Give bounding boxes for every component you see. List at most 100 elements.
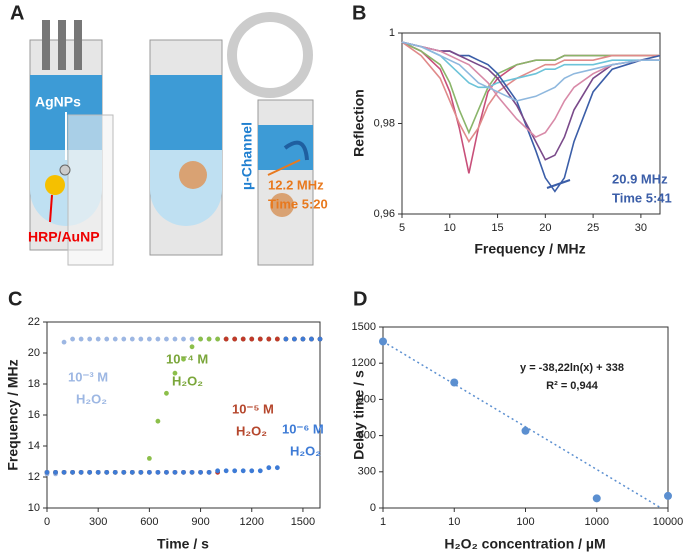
y-tick-label: 12 (28, 471, 40, 483)
data-point (61, 469, 67, 475)
x-tick-label: 10 (448, 516, 460, 528)
x-tick-label: 30 (635, 222, 647, 234)
data-point (155, 469, 161, 475)
data-point (189, 344, 195, 350)
data-point (172, 336, 178, 342)
data-point (155, 418, 161, 424)
data-point (70, 469, 75, 475)
label: HRP/AuNP (28, 229, 100, 245)
y-tick-label: 900 (358, 393, 376, 405)
data-point (317, 336, 323, 342)
data-point (206, 469, 212, 475)
data-point (257, 336, 263, 342)
data-point (164, 390, 169, 396)
annotation: 20.9 MHz (612, 171, 668, 186)
plot-frame (46, 321, 321, 509)
electrode (74, 20, 82, 70)
y-tick-label: 14 (28, 440, 40, 452)
data-point (206, 336, 212, 342)
y-tick-label: 10 (28, 502, 40, 514)
x-tick-label: 1200 (240, 516, 264, 528)
annotation: 10⁻⁴ M (166, 351, 208, 366)
annotation: Time 5:20 (268, 196, 328, 211)
x-tick-label: 10 (444, 222, 456, 234)
agnp (59, 164, 71, 176)
annotation: y = -38,22ln(x) + 338 (520, 362, 624, 374)
data-point (87, 469, 93, 475)
data-point (189, 469, 195, 475)
data-point (172, 469, 178, 475)
data-point (223, 336, 229, 342)
electrode-pad (270, 193, 294, 217)
data-point (198, 336, 203, 342)
data-point (181, 356, 186, 362)
x-tick-label: 300 (89, 516, 107, 528)
y-tick-label: 16 (28, 409, 40, 421)
x-tick-label: 100 (516, 516, 534, 528)
y-tick-label: 0,98 (374, 117, 395, 129)
data-point (181, 469, 186, 475)
data-point (309, 336, 314, 342)
data-point (155, 336, 161, 342)
electrode (42, 20, 50, 70)
annotation: R² = 0,944 (546, 380, 599, 392)
panel-letter: A (10, 2, 24, 24)
data-line (401, 41, 660, 102)
data-point (121, 336, 127, 342)
data-point (181, 336, 186, 342)
panel-a: A AgNPs HRP/AuNP µ-Channel (10, 2, 314, 266)
x-axis-title: Time / s (157, 536, 209, 552)
aunp (45, 175, 65, 195)
data-point (232, 468, 238, 474)
data-point (129, 469, 135, 475)
chart: B Frequency / MHz Reflection 5 10 15 20 25 30 0,9… (268, 2, 672, 256)
y-axis-title: Delay time / s (351, 370, 367, 460)
label: µ-Channel (239, 122, 255, 190)
data-point (78, 336, 84, 342)
data-line (401, 41, 660, 139)
y-tick-label: 18 (28, 378, 40, 390)
y-axis-title: Reflection (351, 89, 367, 157)
annotation: H₂O₂ (172, 373, 203, 388)
data-point (232, 336, 238, 342)
data-line (401, 41, 660, 161)
data-point (266, 336, 272, 342)
data-point (95, 469, 101, 475)
x-tick-label: 1000 (585, 516, 609, 528)
x-tick-label: 25 (587, 222, 599, 234)
annotation: 10⁻³ M (68, 369, 108, 384)
data-point (121, 469, 127, 475)
data-point (138, 469, 144, 475)
y-tick-label: 20 (28, 347, 40, 359)
x-tick-label: 600 (140, 516, 158, 528)
data-point (104, 469, 110, 475)
annotation: 10⁻⁶ M (282, 421, 324, 436)
channel-area (150, 150, 222, 226)
data-point (215, 468, 221, 474)
annotation: Time 5:41 (612, 190, 672, 205)
data-point (146, 469, 152, 475)
data-point (138, 336, 144, 342)
data-point (266, 465, 272, 471)
chart: C Time / s Frequency / MHz 0 300 600 900 1200 15… (5, 288, 324, 551)
data-point (61, 339, 67, 345)
data-point (292, 336, 297, 342)
y-tick-label: 600 (358, 430, 376, 442)
annotation: H₂O₂ (76, 391, 107, 406)
data-point (146, 456, 152, 461)
x-axis-title: Frequency / MHz (474, 241, 585, 257)
cover (67, 114, 114, 266)
x-tick-label: 900 (191, 516, 209, 528)
data-point (249, 336, 255, 342)
data-point (283, 336, 289, 342)
x-axis-title: H₂O₂ concentration / µM (444, 536, 605, 552)
data-point (664, 491, 672, 500)
data-point (240, 336, 246, 342)
data-line (401, 41, 660, 135)
x-tick-label: 15 (491, 222, 503, 234)
y-tick-label: 1 (389, 27, 395, 39)
x-tick-label: 0 (44, 516, 50, 528)
plot-frame (382, 326, 669, 509)
data-point (240, 468, 246, 474)
